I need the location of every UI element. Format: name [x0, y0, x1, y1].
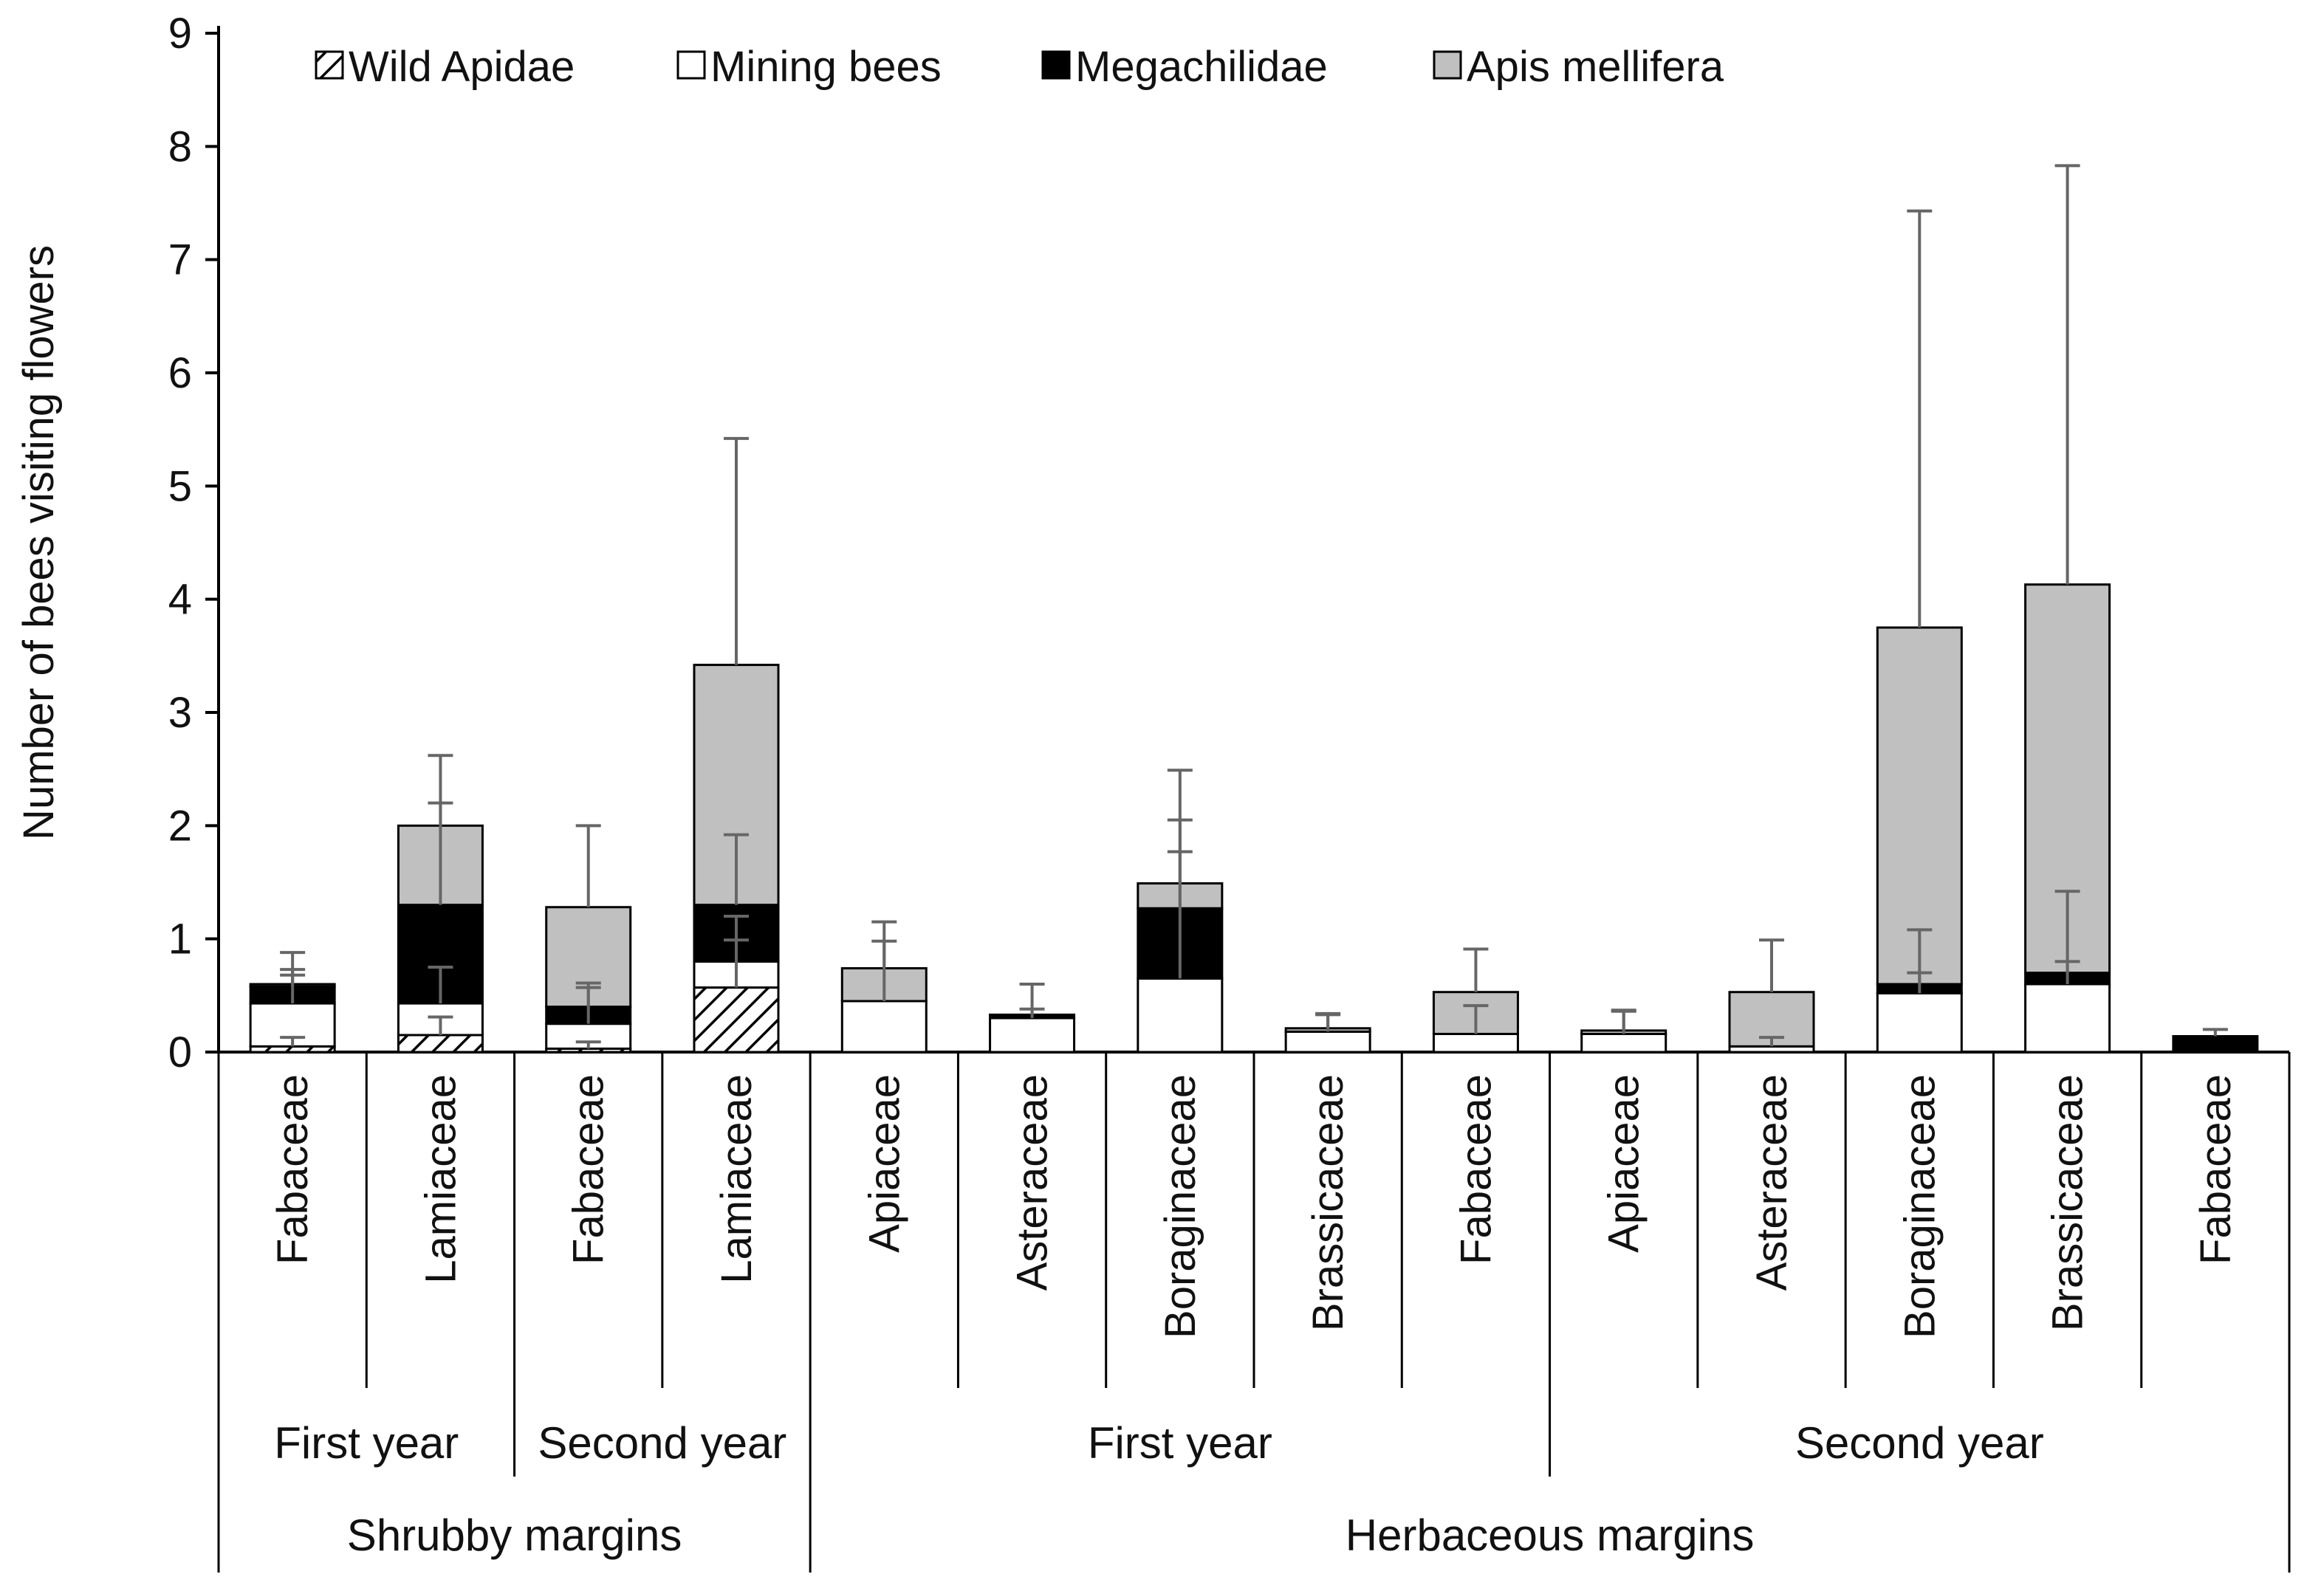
bars — [249, 583, 2259, 1054]
y-tick-label: 4 — [168, 576, 192, 624]
bar-segment-mining-bees — [1137, 977, 1224, 1054]
category-label: Apiaceae — [1600, 1074, 1648, 1253]
legend-label: Megachilidae — [1075, 43, 1328, 91]
category-label: Boraginaceae — [1156, 1074, 1204, 1339]
legend-swatch-mining-bees — [676, 50, 706, 80]
legend-swatch-apis-mellifera — [1433, 50, 1462, 80]
bar-segment-apis-mellifera — [1876, 626, 1963, 986]
group-label-year: First year — [1088, 1418, 1272, 1468]
category-label: Apiaceae — [860, 1074, 908, 1253]
bar-segment-megachilidae — [2172, 1035, 2259, 1054]
y-tick-label: 8 — [168, 123, 192, 171]
group-label-year: First year — [274, 1418, 459, 1468]
bar-segment-mining-bees — [1876, 992, 1963, 1054]
bar-segment-mining-bees — [840, 1000, 928, 1054]
category-label: Brassicaceae — [1304, 1074, 1352, 1331]
group-label-year: Second year — [1795, 1418, 2044, 1468]
category-label: Fabaceae — [565, 1074, 613, 1265]
error-bars — [280, 164, 2228, 1049]
bar-segment-mining-bees — [1284, 1030, 1371, 1054]
group-label-margin: Herbaceous margins — [1346, 1511, 1755, 1560]
category-axis: Fabaceae Lamiaceae Fabaceae Lamiaceae Apiace… — [217, 1052, 2291, 1573]
category-label: Asteraceae — [1748, 1074, 1796, 1291]
bar-segment-mining-bees — [1580, 1032, 1667, 1054]
category-label: Asteraceae — [1009, 1074, 1057, 1291]
category-label: Fabaceae — [269, 1074, 317, 1265]
category-label: Fabaceae — [2192, 1074, 2240, 1265]
y-tick-label: 3 — [168, 689, 192, 737]
category-label: Brassicaceae — [2044, 1074, 2092, 1331]
category-label: Fabaceae — [1452, 1074, 1500, 1265]
legend-label: Apis mellifera — [1467, 43, 1724, 91]
bar-segment-wild-apidae — [693, 986, 780, 1054]
legend-swatch-wild-apidae — [315, 50, 344, 80]
y-tick-label: 6 — [168, 349, 192, 397]
legend-label: Mining bees — [710, 43, 942, 91]
legend-label: Wild Apidae — [349, 43, 575, 91]
bar-segment-wild-apidae — [397, 1034, 484, 1054]
y-tick-label: 7 — [168, 236, 192, 284]
y-axis-title: Number of bees visiting flowers — [15, 245, 63, 840]
legend-swatch-megachilidae — [1041, 50, 1071, 80]
category-label: Lamiaceae — [713, 1074, 761, 1284]
y-tick-label: 0 — [168, 1028, 192, 1076]
group-label-year: Second year — [538, 1418, 786, 1468]
legend: Wild Apidae Mining bees Megachilidae Apis m… — [315, 43, 1724, 91]
bar-segment-mining-bees — [989, 1017, 1076, 1054]
bar-segment-mining-bees — [2024, 983, 2111, 1054]
category-label: Boraginaceae — [1896, 1074, 1944, 1339]
group-label-margin: Shrubby margins — [347, 1511, 682, 1560]
category-label: Lamiaceae — [417, 1074, 465, 1284]
y-tick-label: 9 — [168, 10, 192, 58]
y-tick-label: 5 — [168, 462, 192, 510]
bar-segment-mining-bees — [1432, 1032, 1519, 1054]
y-tick-label: 1 — [168, 915, 192, 963]
y-tick-label: 2 — [168, 802, 192, 850]
